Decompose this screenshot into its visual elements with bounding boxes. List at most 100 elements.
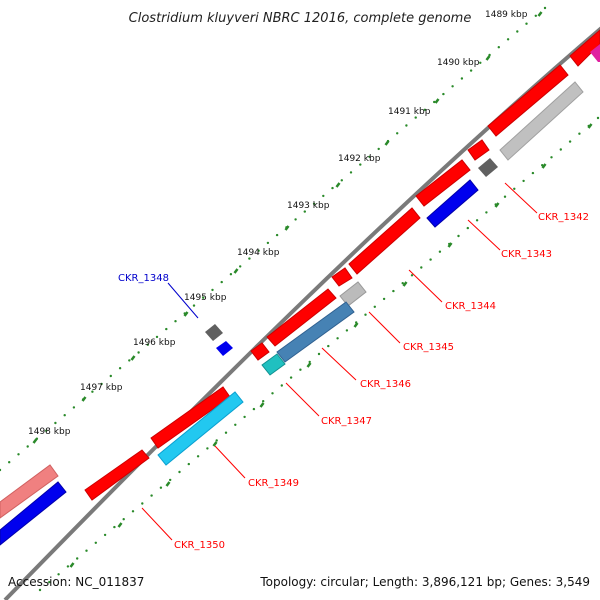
gene-label-ckr-1343[interactable]: CKR_1343 (501, 249, 552, 260)
outer-ring-dot (155, 335, 159, 339)
inner-ring-dot (503, 195, 507, 198)
inner-ring-dot (550, 156, 553, 159)
inner-ring-dot (596, 116, 600, 120)
outer-ring-dot (54, 421, 57, 425)
inner-ring-dot (345, 329, 349, 332)
outer-ring-dot (192, 304, 196, 307)
outer-ring-dot (239, 265, 242, 268)
outer-ring-dot (303, 210, 306, 213)
outer-ring-dot (543, 6, 547, 10)
gene-label-ckr-1347[interactable]: CKR_1347 (321, 416, 372, 427)
outer-ring-dot (340, 179, 343, 182)
gene-arrow-edge[interactable] (569, 29, 600, 67)
small-box-gray-1348[interactable] (205, 324, 223, 341)
inner-ring-dot (159, 486, 163, 489)
outer-tick (233, 268, 239, 274)
inner-ring-dot (299, 368, 302, 371)
inner-ring-dot (373, 305, 376, 308)
outer-ring-dot (109, 374, 113, 378)
gene-label-ckr-1346[interactable]: CKR_1346 (360, 379, 411, 390)
outer-tick (130, 355, 136, 361)
inner-ring-dot (215, 439, 218, 442)
outer-ring-dot (469, 69, 473, 72)
hit-bar-magenta-edge (590, 44, 600, 62)
hit-bar-pink-left (0, 464, 59, 519)
gene-arrow-upstream[interactable] (487, 64, 569, 137)
outer-ring-dot (322, 194, 325, 198)
inner-ring-dot (392, 289, 395, 293)
hit-bar-steel-1346 (276, 301, 355, 363)
gene-arrow-ckr-1343[interactable] (415, 159, 471, 207)
inner-tick (494, 202, 500, 208)
outer-ring-dot (8, 461, 11, 464)
inner-ring-dot (457, 234, 460, 238)
inner-tick (402, 281, 408, 287)
inner-ring-dot (438, 250, 442, 253)
gene-label-ckr-1342[interactable]: CKR_1342 (538, 212, 589, 223)
forward-strand (84, 29, 600, 501)
outer-ring-dot (405, 124, 408, 127)
gene-label-ckr-1349[interactable]: CKR_1349 (248, 478, 299, 489)
inner-ring-dot (113, 525, 116, 529)
inner-ring-dot (131, 510, 135, 513)
outer-tick (485, 55, 491, 61)
gene-labels: CKR_1342 CKR_1343 CKR_1344 CKR_1345 CKR_… (118, 212, 589, 551)
inner-ring-dot (513, 187, 516, 190)
outer-ring-dot (423, 108, 427, 112)
outer-ring-dot (275, 233, 279, 237)
inner-ring-dot (429, 258, 432, 261)
outer-ring-dot (312, 202, 316, 205)
inner-ring-dot (327, 344, 330, 348)
outer-ring-dot (451, 85, 454, 88)
outer-ring-dot (331, 186, 334, 190)
gene-arrow-blue-1348[interactable] (216, 341, 233, 356)
gene-label-ckr-1348[interactable]: CKR_1348 (118, 273, 169, 284)
outer-tick (335, 182, 341, 188)
inner-ring-dot (559, 148, 562, 151)
hit-bar-gray-1 (499, 81, 584, 161)
inner-ring-dot (243, 415, 246, 419)
inner-ring-dot (308, 360, 311, 364)
outer-ring-dot (100, 382, 103, 386)
gene-arrow-ckr-1342[interactable] (467, 139, 490, 161)
small-box-gray-1342[interactable] (478, 158, 498, 177)
gene-arrow-ckr-1350[interactable] (84, 449, 150, 501)
gene-label-ckr-1345[interactable]: CKR_1345 (403, 342, 454, 353)
inner-ring-dot (466, 226, 469, 230)
inner-ring-dot (150, 494, 153, 497)
outer-ring-dot (442, 92, 445, 96)
label-leaders (141, 182, 538, 541)
tick-label: 1498 kbp (28, 427, 71, 437)
outer-tick (434, 98, 440, 104)
gene-arrow-ckr-1346[interactable] (266, 288, 337, 347)
outer-ring-dot (211, 288, 214, 292)
inner-ring-dot (531, 171, 535, 175)
outer-ring-dot (525, 22, 528, 25)
outer-ring-dot (534, 14, 537, 17)
gene-arrow-ckr-1347[interactable] (250, 342, 270, 361)
outer-ring-dot (516, 30, 519, 33)
outer-ring-dot (63, 414, 66, 417)
inner-ring-dot (336, 337, 339, 340)
outer-tick (284, 225, 290, 231)
hit-bar-teal-1347 (261, 353, 286, 376)
reverse-strand (0, 44, 600, 546)
inner-ring-dot (57, 573, 60, 576)
outer-ring-dot (72, 406, 76, 409)
inner-ring-dot (410, 274, 414, 277)
outer-ring-dot (0, 468, 2, 472)
gene-arrow-ckr-1345[interactable] (331, 267, 353, 287)
outer-ring-dot (146, 343, 149, 346)
gene-arrow-ckr-1344[interactable] (348, 207, 421, 275)
hit-bar-cyan-1349 (157, 391, 244, 466)
inner-ring-dot (234, 423, 237, 426)
outer-ring-dot (220, 280, 223, 284)
inner-ring-dot (578, 132, 581, 135)
tick-label: 1497 kbp (80, 383, 123, 393)
gene-label-ckr-1350[interactable]: CKR_1350 (174, 540, 225, 551)
gene-arrow-blue-1343[interactable] (426, 179, 479, 228)
inner-ring-dot (94, 541, 98, 544)
inner-ring-dot (485, 211, 488, 214)
gene-arrow-blue-left[interactable] (0, 481, 67, 546)
gene-label-ckr-1344[interactable]: CKR_1344 (445, 301, 496, 312)
